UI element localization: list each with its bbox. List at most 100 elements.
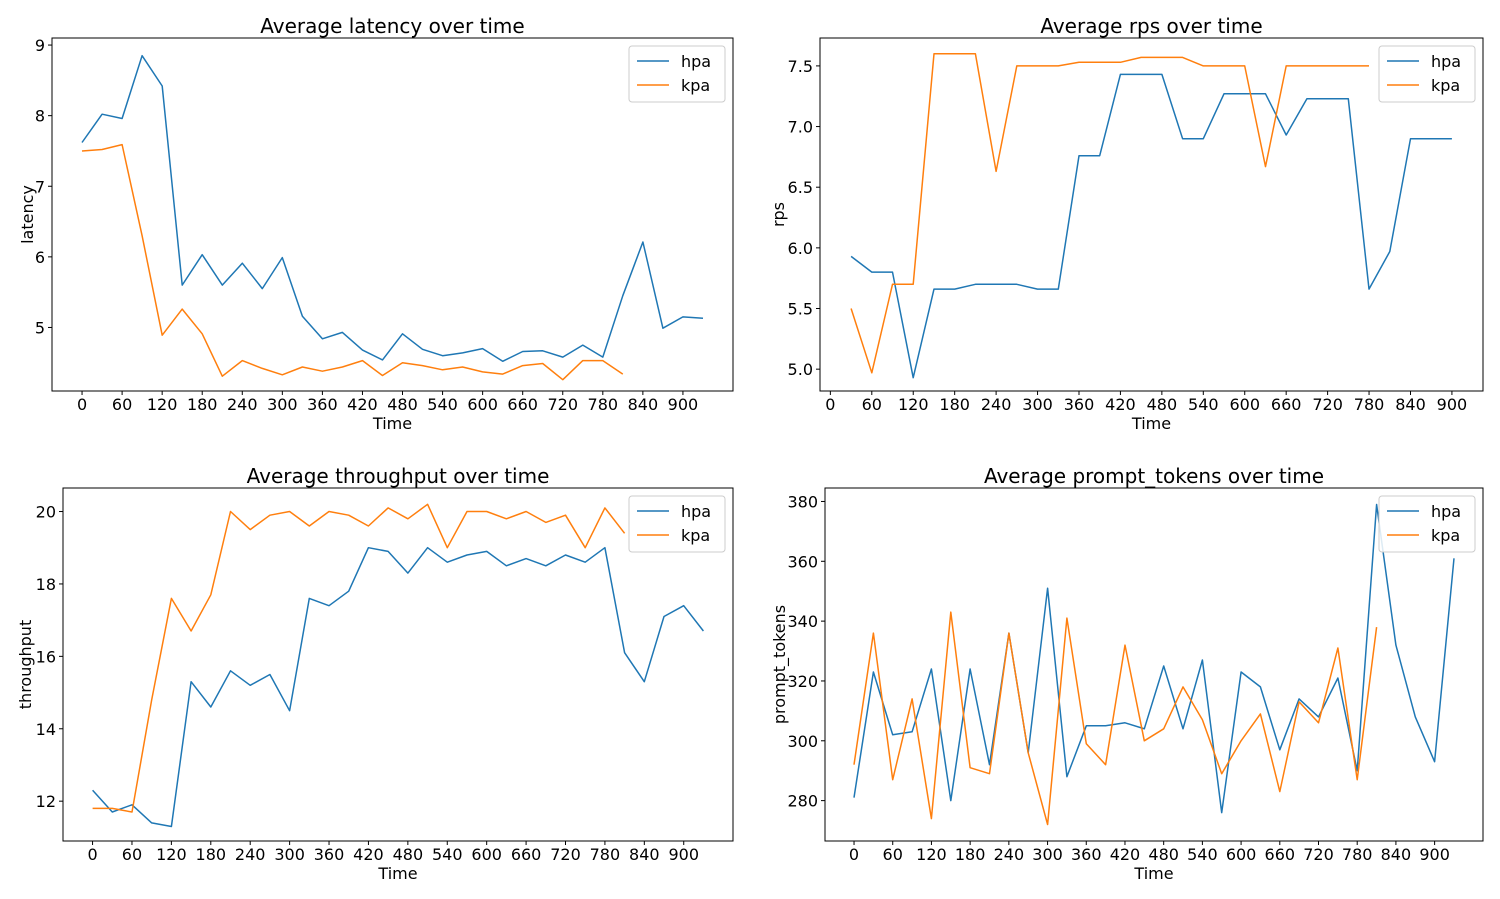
legend-label-kpa: kpa (681, 76, 710, 95)
x-tick-label: 0 (77, 395, 87, 414)
x-tick-label: 180 (187, 395, 218, 414)
y-tick-label: 340 (787, 612, 818, 631)
y-tick-label: 5.0 (788, 360, 813, 379)
plot-frame (62, 487, 734, 842)
plot-frame (819, 37, 1484, 392)
x-tick-label: 240 (227, 395, 258, 414)
x-tick-label: 420 (1105, 395, 1136, 414)
x-tick-label: 420 (347, 395, 378, 414)
x-axis-label: Time (1131, 414, 1171, 433)
legend-label-kpa: kpa (1431, 526, 1460, 545)
x-tick-label: 120 (916, 845, 947, 864)
series-line-hpa (853, 503, 1455, 814)
y-tick-label: 8 (35, 107, 45, 126)
y-tick-label: 300 (787, 732, 818, 751)
x-tick-label: 780 (1342, 845, 1373, 864)
x-tick-label: 900 (1437, 395, 1468, 414)
legend-label-hpa: hpa (1431, 52, 1461, 71)
series-line-kpa (853, 611, 1378, 826)
x-axis-label: Time (377, 864, 417, 883)
x-tick-label: 240 (235, 845, 266, 864)
legend-box (1378, 495, 1476, 553)
x-tick-label: 300 (274, 845, 305, 864)
throughput-chart: Average throughput over time 0 60 120 180 240… (16, 464, 734, 883)
x-tick-label: 60 (862, 395, 882, 414)
x-tick-label: 300 (267, 395, 298, 414)
x-tick-label: 540 (1188, 395, 1219, 414)
x-tick-label: 720 (550, 845, 581, 864)
x-tick-label: 600 (1229, 395, 1260, 414)
x-tick-label: 540 (432, 845, 463, 864)
x-tick-label: 780 (590, 845, 621, 864)
x-tick-label: 420 (1110, 845, 1141, 864)
y-tick-label: 12 (36, 792, 56, 811)
x-tick-label: 360 (1064, 395, 1095, 414)
x-tick-label: 900 (1419, 845, 1450, 864)
y-axis-label: rps (769, 202, 788, 227)
x-tick-label: 360 (1071, 845, 1102, 864)
x-tick-label: 300 (1022, 395, 1053, 414)
y-tick-label: 16 (36, 647, 56, 666)
x-tick-label: 480 (1148, 845, 1179, 864)
y-tick-label: 9 (35, 36, 45, 55)
x-tick-label: 420 (353, 845, 384, 864)
series-line-hpa (81, 54, 704, 363)
legend-box (628, 495, 726, 553)
x-tick-label: 720 (1303, 845, 1334, 864)
y-tick-label: 5.5 (788, 300, 813, 319)
legend-label-hpa: hpa (681, 502, 711, 521)
x-tick-label: 720 (1312, 395, 1343, 414)
x-tick-label: 900 (668, 395, 699, 414)
x-tick-label: 120 (898, 395, 929, 414)
x-tick-label: 600 (471, 845, 502, 864)
y-tick-label: 6.0 (788, 239, 813, 258)
y-tick-label: 6.5 (788, 178, 813, 197)
x-tick-label: 540 (1187, 845, 1218, 864)
x-tick-label: 660 (1271, 395, 1302, 414)
y-tick-label: 7.0 (788, 118, 813, 137)
x-axis-label: Time (372, 414, 412, 433)
prompt-tokens-chart: Average prompt_tokens over time 0 60 120 180… (770, 464, 1484, 883)
x-tick-label: 660 (511, 845, 542, 864)
legend-label-hpa: hpa (681, 52, 711, 71)
series-line-hpa (92, 546, 704, 828)
legend-label-hpa: hpa (1431, 502, 1461, 521)
x-tick-label: 0 (87, 845, 97, 864)
x-tick-label: 780 (1354, 395, 1385, 414)
series-line-hpa (850, 73, 1452, 379)
y-tick-label: 5 (35, 318, 45, 337)
x-tick-label: 360 (307, 395, 338, 414)
legend-box (628, 45, 726, 103)
plot-frame (824, 487, 1484, 842)
x-tick-label: 60 (883, 845, 903, 864)
x-tick-label: 660 (1265, 845, 1296, 864)
y-tick-label: 380 (787, 492, 818, 511)
y-tick-label: 7.5 (788, 57, 813, 76)
x-tick-label: 540 (427, 395, 458, 414)
x-tick-label: 780 (588, 395, 619, 414)
x-tick-label: 600 (1226, 845, 1257, 864)
chart-title: Average prompt_tokens over time (984, 464, 1324, 488)
x-tick-label: 60 (122, 845, 142, 864)
x-tick-label: 360 (314, 845, 345, 864)
y-tick-label: 320 (787, 672, 818, 691)
y-tick-label: 280 (787, 792, 818, 811)
y-tick-label: 14 (36, 720, 56, 739)
legend-label-kpa: kpa (681, 526, 710, 545)
x-tick-label: 720 (547, 395, 578, 414)
x-tick-label: 840 (628, 395, 659, 414)
y-tick-label: 20 (36, 503, 56, 522)
legend-label-kpa: kpa (1431, 76, 1460, 95)
x-tick-label: 180 (939, 395, 970, 414)
x-tick-label: 60 (112, 395, 132, 414)
x-tick-label: 900 (668, 845, 699, 864)
legend-box (1378, 45, 1476, 103)
latency-chart: Average latency over time 0 60 120 180 240 300… (18, 14, 734, 433)
x-tick-label: 480 (1147, 395, 1178, 414)
y-tick-label: 18 (36, 575, 56, 594)
x-tick-label: 480 (387, 395, 418, 414)
x-tick-label: 840 (1395, 395, 1426, 414)
chart-title: Average latency over time (260, 14, 524, 38)
x-tick-label: 480 (393, 845, 424, 864)
